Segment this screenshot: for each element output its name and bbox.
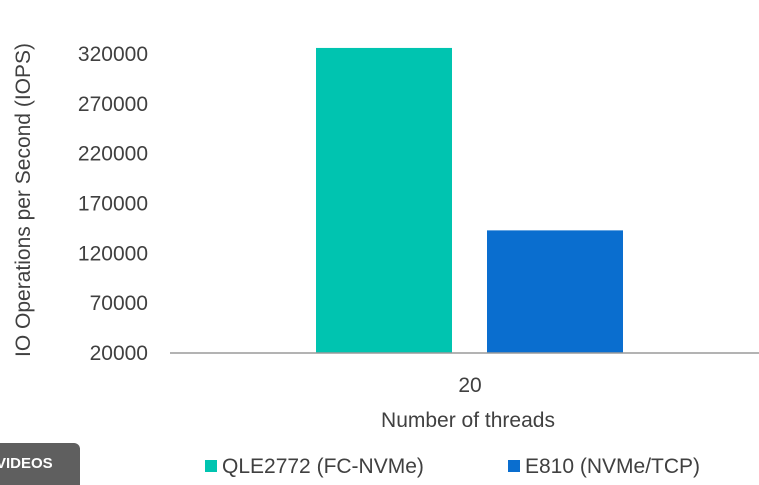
y-tick-label: 220000 — [78, 143, 148, 166]
y-tick-label: 70000 — [90, 292, 148, 315]
bars — [316, 47, 623, 354]
legend-label-0: QLE2772 (FC-NVMe) — [222, 455, 424, 478]
y-tick-label: 170000 — [78, 192, 148, 215]
legend-swatch-1 — [508, 460, 520, 472]
legend: QLE2772 (FC-NVMe) E810 (NVMe/TCP) — [205, 455, 700, 478]
videos-badge[interactable]: VIDEOS — [0, 443, 80, 485]
y-tick-label: 320000 — [78, 43, 148, 66]
bar-1-0 — [487, 230, 623, 353]
y-axis-title: IO Operations per Second (IOPS) — [12, 43, 35, 357]
y-axis-ticks: 20000 70000 120000 170000 220000 270000 320000 — [78, 43, 148, 365]
y-tick-label: 270000 — [78, 93, 148, 116]
legend-label-1: E810 (NVMe/TCP) — [525, 455, 700, 478]
x-axis-ticks: 20 — [458, 374, 481, 397]
legend-swatch-0 — [205, 460, 217, 472]
y-tick-label: 120000 — [78, 242, 148, 265]
x-tick-label: 20 — [458, 374, 481, 397]
bar-0-0 — [316, 47, 452, 354]
y-tick-label: 20000 — [90, 342, 148, 365]
x-axis-title: Number of threads — [381, 409, 555, 432]
